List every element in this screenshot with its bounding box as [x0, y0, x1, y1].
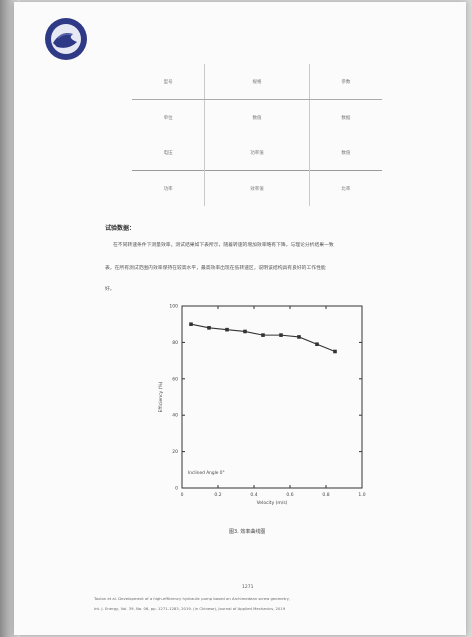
table-cell: 规格	[204, 64, 310, 100]
table-cell: 功率值	[204, 135, 310, 171]
y-axis-label: Efficiency (%)	[158, 381, 164, 412]
figure-caption: 图3. 效率曲线图	[229, 529, 266, 535]
x-tick-label: 0.6	[286, 492, 293, 498]
paragraph-line: 在不同转速条件下测量效率，测试结果如下表所示，随着转速的增加效率略有下降，与理论…	[113, 243, 334, 248]
data-point	[261, 333, 265, 337]
data-point	[207, 326, 211, 330]
table-row: 功率 效率值 比率	[132, 170, 382, 206]
data-point	[225, 327, 229, 332]
plot-frame	[181, 305, 363, 489]
data-point	[315, 342, 319, 347]
table-cell: 型号	[132, 64, 205, 100]
table-cell: 功率	[132, 170, 205, 206]
x-tick-label: 0.2	[214, 492, 221, 498]
table-cell: 比率	[308, 170, 382, 206]
x-tick-label: 1.0	[358, 492, 365, 498]
paragraph-line: 好。	[105, 287, 115, 292]
document-page: 型号 规格 参数 单位 数值 数据 电压 功率值 数值 功率 效率值 比率 试验…	[14, 2, 466, 635]
table-cell: 效率值	[204, 170, 310, 206]
paragraph-line: 表，在所有测试范围内效率保持在较高水平，最高效率出现在低转速区，说明该结构具有良…	[105, 266, 326, 271]
footer-line: Int. J. Energy, Vol. 39, No. 06, pp. 127…	[94, 606, 286, 611]
data-table: 型号 规格 参数 单位 数值 数据 电压 功率值 数值 功率 效率值 比率	[132, 64, 382, 206]
y-tick-label: 60	[172, 376, 178, 382]
efficiency-chart: 0 0.2 0.4 0.6 0.8 1.0 0 20 40 60 80 100 Velocity (m/…	[152, 300, 377, 522]
table-cell: 参数	[308, 64, 382, 100]
table-cell: 数值	[204, 99, 310, 135]
data-point	[189, 322, 193, 326]
y-tick-label: 100	[169, 304, 178, 310]
y-tick-label: 20	[172, 449, 178, 455]
table-cell: 电压	[163, 150, 173, 156]
data-point	[279, 333, 283, 337]
footer-line: Toulon et al. Development of a high-effi…	[94, 596, 291, 601]
university-seal-logo	[45, 18, 87, 60]
table-cell: 数据	[308, 99, 382, 135]
table-cell: 单位	[163, 115, 173, 121]
page-number: 1271	[242, 585, 254, 590]
table-row: 电压 功率值 数值	[132, 135, 382, 171]
series-line	[190, 323, 336, 353]
y-tick-label: 80	[172, 340, 178, 346]
y-tick-label: 0	[175, 486, 178, 492]
table-row: 单位 数值 数据	[132, 99, 382, 135]
data-point	[297, 335, 301, 339]
table-header-row: 型号 规格 参数	[132, 64, 382, 100]
y-tick-label: 40	[172, 413, 178, 419]
data-point	[333, 349, 337, 354]
data-point	[243, 329, 247, 334]
x-tick-label: 0.8	[322, 492, 329, 498]
section-heading: 试验数据：	[105, 225, 136, 232]
table-cell: 数值	[308, 135, 382, 171]
chart-annotation: Inclined Angle 0°	[188, 470, 225, 476]
x-tick-label: 0	[181, 492, 184, 498]
x-axis-label: Velocity (m/s)	[257, 500, 288, 506]
chart-svg: 0 0.2 0.4 0.6 0.8 1.0 0 20 40 60 80 100 Velocity (m/…	[158, 304, 366, 507]
x-tick-label: 0.4	[250, 492, 257, 498]
